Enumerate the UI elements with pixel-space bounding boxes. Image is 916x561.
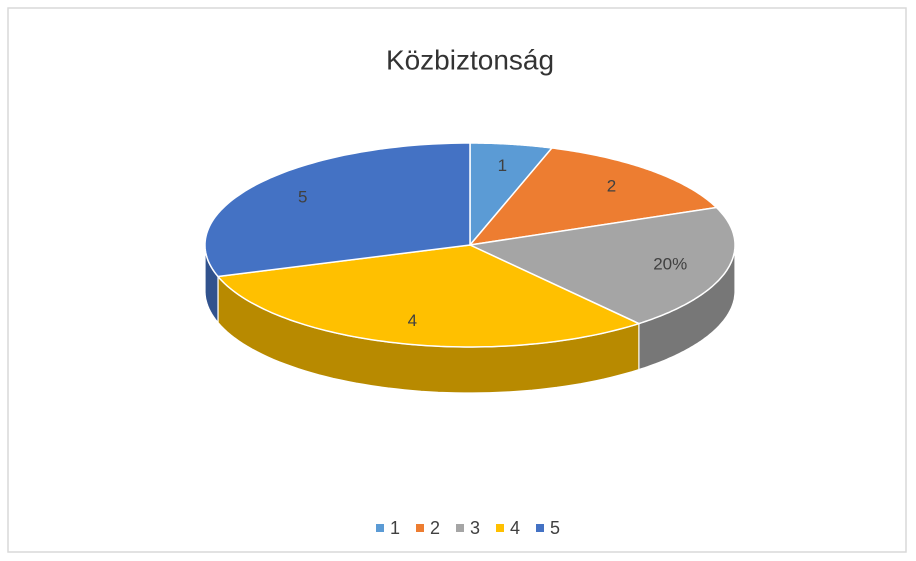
pie-slice: [468, 147, 718, 247]
pie-slice: [204, 142, 471, 278]
data-label: 2: [607, 176, 616, 195]
pie-tops: [204, 142, 736, 348]
pie-slice: [469, 142, 554, 248]
data-label: 5: [298, 188, 307, 207]
legend-label: 1: [390, 518, 400, 538]
legend-swatch: [536, 524, 544, 532]
legend-label: 3: [470, 518, 480, 538]
pie-slice: [216, 244, 641, 348]
data-label: 20%: [653, 254, 687, 273]
legend-swatch: [456, 524, 464, 532]
legend-swatch: [376, 524, 384, 532]
data-label: 1: [498, 156, 507, 175]
legend-label: 2: [430, 518, 440, 538]
legend-swatch: [416, 524, 424, 532]
legend: 1 2 3 4 5: [376, 518, 560, 538]
legend-label: 4: [510, 518, 520, 538]
data-labels: 1 2 20% 4 5: [298, 156, 687, 330]
pie-slice: [467, 206, 736, 325]
chart-title: Közbiztonság: [386, 44, 554, 75]
legend-label: 5: [550, 518, 560, 538]
legend-swatch: [496, 524, 504, 532]
data-label: 4: [408, 311, 417, 330]
